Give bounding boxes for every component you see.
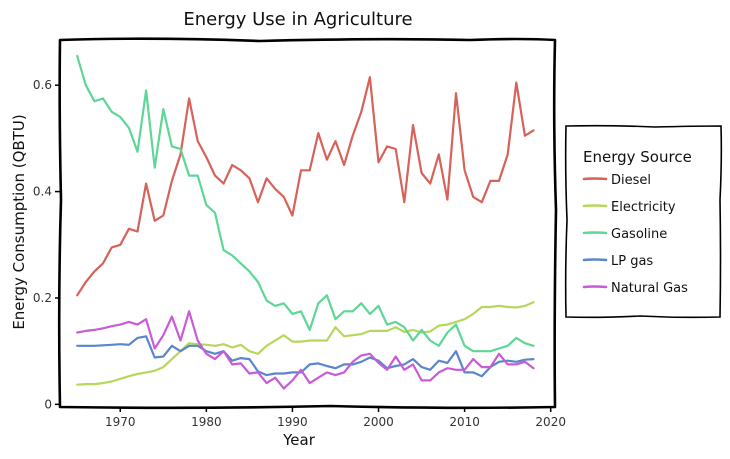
legend-label-electricity: Electricity bbox=[611, 200, 676, 215]
x-axis-ticks: 1970 1980 1990 2000 2010 2020 bbox=[105, 407, 566, 429]
x-tick-label: 2020 bbox=[535, 415, 566, 429]
y-tick-label: 0 bbox=[44, 397, 52, 411]
y-tick-label: 0.6 bbox=[33, 78, 52, 92]
legend-swatch-natural-gas bbox=[582, 285, 608, 289]
chart-title: Energy Use in Agriculture bbox=[183, 9, 412, 30]
x-axis-label: Year bbox=[282, 431, 316, 449]
x-tick-label: 1970 bbox=[105, 415, 136, 429]
legend-label-gasoline: Gasoline bbox=[611, 227, 667, 242]
x-tick-label: 2010 bbox=[449, 415, 480, 429]
series-line-lp-gas bbox=[76, 335, 535, 378]
series-line-electricity bbox=[76, 301, 535, 386]
legend-swatch-diesel bbox=[582, 177, 608, 181]
x-tick-label: 1980 bbox=[191, 415, 222, 429]
plot-frame bbox=[57, 37, 558, 410]
legend-swatch-electricity bbox=[582, 204, 608, 208]
legend-label-natural-gas: Natural Gas bbox=[611, 281, 688, 296]
legend-label-diesel: Diesel bbox=[611, 173, 651, 188]
series-line-diesel bbox=[76, 76, 535, 297]
y-axis-ticks: 0 0.2 0.4 0.6 bbox=[33, 78, 60, 411]
x-tick-label: 1990 bbox=[277, 415, 308, 429]
x-tick-label: 2000 bbox=[363, 415, 394, 429]
y-axis-label: Energy Consumption (QBTU) bbox=[10, 114, 28, 329]
y-tick-label: 0.2 bbox=[33, 291, 52, 305]
legend-label-lp-gas: LP gas bbox=[611, 254, 653, 269]
legend-items: Diesel Electricity Gasoline LP gas Natural G… bbox=[582, 173, 688, 296]
legend-box bbox=[564, 124, 723, 319]
plot-border bbox=[57, 37, 558, 410]
legend: Energy Source Diesel Electricity Gasoline L… bbox=[564, 124, 723, 319]
legend-swatch-gasoline bbox=[582, 231, 608, 235]
legend-title: Energy Source bbox=[583, 148, 692, 166]
series-lines bbox=[76, 54, 535, 390]
series-line-gasoline bbox=[76, 54, 535, 353]
legend-swatch-lp-gas bbox=[582, 258, 608, 262]
y-tick-label: 0.4 bbox=[33, 185, 52, 199]
series-line-natural-gas bbox=[76, 310, 535, 390]
